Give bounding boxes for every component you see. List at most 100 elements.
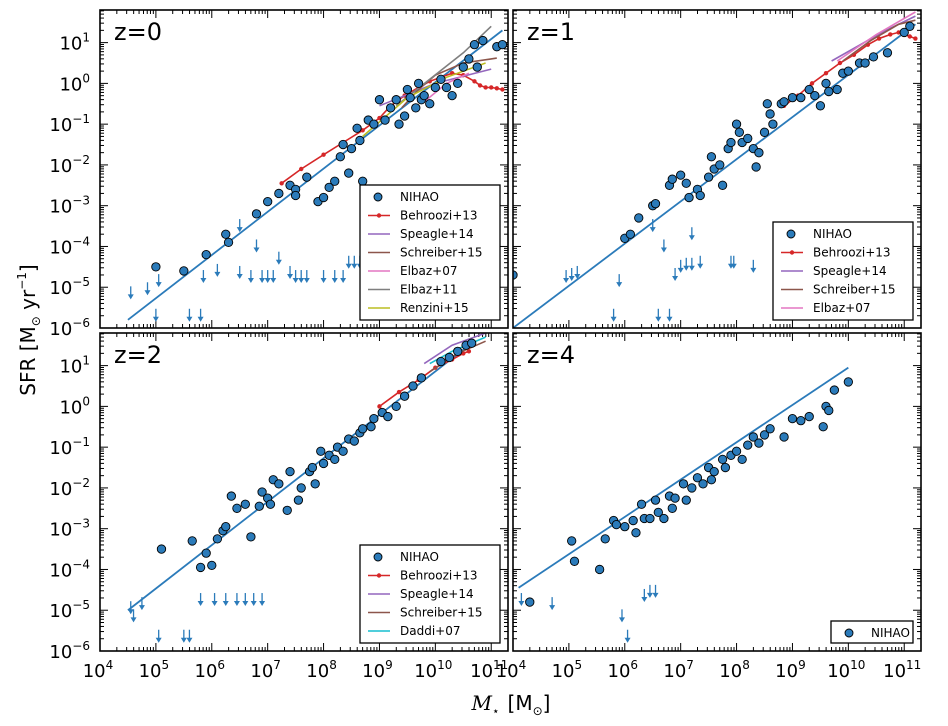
upper-limit-arrow: [624, 629, 631, 643]
nihao-point: [335, 152, 345, 162]
upper-limit-arrow: [340, 270, 347, 284]
x-tick-label-base: 10: [195, 661, 218, 682]
x-tick-label-base: 10: [83, 661, 106, 682]
panel-frame: [99, 9, 509, 329]
nihao-point: [787, 93, 798, 103]
upper-limit-head: [270, 278, 277, 284]
upper-limit-head: [287, 273, 294, 279]
upper-limit-arrow: [646, 584, 653, 598]
nihao-point: [720, 462, 731, 473]
nihao-point: [419, 90, 429, 101]
nihao-point: [734, 127, 745, 137]
legend-item: Elbaz+07: [781, 301, 871, 315]
nihao-point: [513, 270, 518, 280]
upper-limit-arrow: [660, 239, 667, 253]
nihao-point: [444, 352, 454, 363]
upper-limit-head: [127, 609, 134, 615]
x-tick-label-exp: 4: [106, 658, 114, 672]
upper-limit-head: [197, 316, 204, 322]
upper-limit-head: [652, 592, 659, 598]
nihao-point: [226, 491, 236, 501]
upper-limit-arrow: [672, 268, 679, 281]
nihao-point: [453, 346, 463, 356]
nihao-point: [330, 454, 340, 465]
upper-limit-arrow: [549, 597, 556, 611]
nihao-point: [687, 483, 697, 493]
legend-label: Schreiber+15: [400, 246, 482, 260]
nihao-point: [408, 381, 418, 391]
y-tick-label-exp: −6: [72, 316, 90, 330]
nihao-point: [399, 391, 410, 401]
upper-limit-arrow: [287, 265, 294, 279]
nihao-point: [441, 82, 452, 93]
y-tick-label-exp: 0: [82, 394, 90, 408]
upper-limit-head: [233, 601, 240, 607]
nihao-point: [201, 249, 211, 260]
upper-limit-head: [155, 282, 162, 288]
nihao-point: [650, 495, 661, 505]
upper-limit-head: [247, 278, 254, 284]
nihao-point: [787, 413, 798, 424]
nihao-point: [659, 513, 669, 524]
x-tick-label: 1010: [414, 658, 452, 682]
upper-limit-head: [730, 263, 737, 269]
x-tick-label-base: 10: [250, 661, 273, 682]
upper-limit-head: [127, 294, 134, 300]
x-tick-label: 106: [195, 658, 226, 682]
x-tick-label-exp: 5: [162, 658, 170, 672]
nihao-point: [285, 466, 295, 477]
upper-limit-head: [549, 605, 556, 611]
nihao-point: [207, 560, 217, 571]
nihao-point: [525, 597, 535, 607]
series-marker: [888, 32, 893, 37]
legend-item: NIHAO: [373, 550, 439, 564]
nihao-point: [221, 229, 231, 239]
upper-limit-head: [320, 278, 327, 284]
x-tick-label: 1010: [827, 658, 865, 682]
x-tick-label: 108: [306, 658, 337, 682]
nihao-point: [779, 432, 789, 442]
y-axis-label-main: SFR [M: [16, 326, 40, 396]
nihao-point: [399, 111, 410, 121]
legend-item: Schreiber+15: [781, 283, 895, 297]
upper-limit-arrow: [259, 593, 266, 607]
upper-limit-head: [345, 263, 352, 269]
upper-limit-head: [152, 316, 159, 322]
nihao-point: [737, 454, 747, 465]
nihao-point: [567, 536, 577, 546]
upper-limit-arrow: [574, 265, 581, 279]
y-tick-label-base: 10: [49, 237, 72, 258]
y-tick-label-base: 10: [49, 278, 72, 299]
x-tick-label: 104: [496, 658, 527, 682]
upper-limit-arrow: [144, 282, 151, 296]
nihao-point: [620, 522, 630, 532]
nihao-point: [369, 413, 379, 424]
y-tick-label-exp: −1: [72, 112, 90, 126]
nihao-point: [265, 499, 276, 509]
upper-limit-arrow: [222, 593, 229, 607]
upper-limit-arrow: [331, 270, 338, 284]
y-axis-label-close: ]: [16, 264, 40, 272]
legend-box: [830, 620, 914, 644]
upper-limit-head: [259, 278, 266, 284]
legend-label: Elbaz+07: [400, 264, 458, 278]
x-axis-label-sub: ⋆: [492, 704, 500, 718]
x-tick-label: 107: [250, 658, 281, 682]
upper-limit-arrow: [152, 308, 159, 322]
upper-limit-head: [180, 637, 187, 643]
nihao-point: [355, 135, 365, 146]
series-marker: [907, 34, 913, 39]
x-tick-label-exp: 11: [906, 658, 921, 672]
upper-limit-head: [683, 265, 690, 271]
nihao-point: [821, 78, 831, 89]
y-tick-label-base: 10: [49, 560, 72, 581]
series-marker: [809, 81, 815, 86]
x-tick-label: 1011: [470, 658, 508, 682]
nihao-point: [330, 176, 340, 186]
legend-label: NIHAO: [813, 227, 852, 241]
y-tick-label-base: 10: [59, 74, 82, 95]
upper-limit-head: [672, 276, 679, 281]
upper-limit-arrow: [236, 265, 243, 279]
nihao-point: [358, 424, 368, 434]
